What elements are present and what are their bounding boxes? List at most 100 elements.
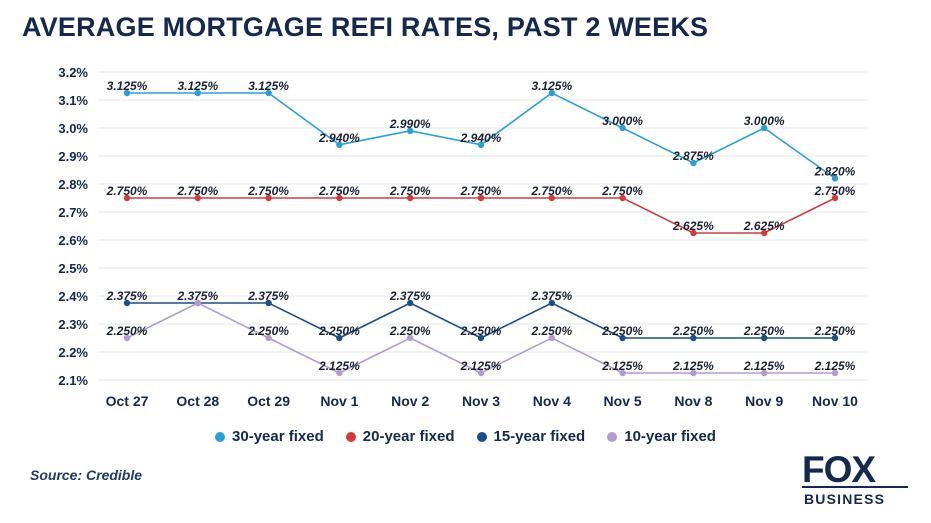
data-label: 2.820% — [814, 164, 856, 178]
y-tick-label: 2.7% — [58, 205, 88, 220]
x-tick-label: Nov 4 — [533, 393, 571, 409]
x-tick-label: Oct 27 — [106, 393, 149, 409]
data-label: 2.250% — [318, 324, 360, 338]
y-tick-label: 2.5% — [58, 261, 88, 276]
data-labels: 3.125% 3.125% 3.125% 2.940% 2.990% 2.940% 3.12… — [106, 79, 856, 373]
data-label: 2.125% — [672, 359, 714, 373]
data-point — [123, 194, 131, 202]
legend-marker — [607, 431, 618, 442]
legend-marker — [215, 431, 226, 442]
y-tick-label: 2.3% — [58, 317, 88, 332]
data-point — [265, 89, 272, 97]
data-point — [690, 334, 697, 342]
legend-marker — [345, 431, 356, 442]
logo-fox-text: FOX — [802, 450, 876, 490]
data-label: 3.125% — [248, 79, 289, 93]
x-tick-label: Nov 3 — [462, 393, 500, 409]
data-point — [407, 194, 414, 202]
legend-label: 20-year fixed — [362, 428, 455, 445]
data-point — [761, 334, 768, 342]
data-label: 2.750% — [460, 184, 502, 198]
data-label: 2.750% — [106, 184, 148, 198]
data-label: 2.125% — [601, 359, 643, 373]
data-label: 2.750% — [814, 184, 856, 198]
data-point — [265, 299, 272, 307]
data-point — [477, 194, 485, 202]
legend-marker — [476, 431, 487, 442]
data-point — [548, 89, 555, 97]
data-label: 2.250% — [672, 324, 714, 338]
data-point — [336, 334, 343, 342]
data-point — [123, 89, 131, 97]
data-point — [477, 334, 485, 342]
x-tick-label: Nov 10 — [812, 393, 858, 409]
data-point — [548, 299, 555, 307]
data-label: 3.125% — [107, 79, 148, 93]
data-point — [831, 175, 839, 182]
data-label: 2.750% — [176, 184, 218, 198]
series-layer — [123, 89, 839, 377]
data-label: 3.000% — [744, 114, 785, 128]
data-label: 2.625% — [672, 219, 714, 233]
x-tick-label: Oct 28 — [176, 393, 219, 409]
data-point — [265, 334, 272, 342]
data-label: 2.250% — [460, 324, 502, 338]
x-tick-label: Nov 9 — [745, 393, 783, 409]
data-point — [407, 127, 414, 134]
data-label: 2.125% — [318, 359, 360, 373]
logo-business-text: BUSINESS — [804, 491, 885, 507]
source-note: Source: Credible — [30, 467, 143, 483]
data-label: 2.940% — [460, 131, 502, 145]
data-point — [761, 229, 768, 237]
data-point — [265, 194, 272, 202]
legend: 30-year fixed 20-year fixed 15-year fixe… — [0, 428, 931, 445]
data-point — [477, 141, 485, 148]
y-tick-label: 3.2% — [58, 65, 88, 80]
fox-business-logo: FOX BUSINESS — [802, 450, 908, 507]
data-label: 2.250% — [601, 324, 643, 338]
legend-item-10-year: 10-year fixed — [607, 428, 716, 445]
data-label: 2.375% — [247, 289, 289, 303]
data-point — [831, 369, 839, 377]
data-label: 2.990% — [389, 117, 431, 131]
data-point — [690, 159, 697, 167]
data-point — [407, 334, 414, 342]
data-label: 2.375% — [530, 289, 572, 303]
chart-title: AVERAGE MORTGAGE REFI RATES, PAST 2 WEEK… — [22, 12, 709, 42]
data-label: 2.750% — [318, 184, 360, 198]
data-point — [831, 334, 839, 342]
logo-divider — [802, 486, 908, 488]
y-tick-label: 3.0% — [58, 121, 88, 136]
data-label: 2.250% — [814, 324, 856, 338]
x-axis-ticks: Oct 27 Oct 28 Oct 29 Nov 1 Nov 2 Nov 3 Nov 4 No… — [106, 393, 859, 409]
y-axis-ticks: 2.1% 2.2% 2.3% 2.4% 2.5% 2.6% 2.7% 2.8% 2.9% 3.0%… — [58, 65, 88, 388]
data-label: 2.875% — [672, 149, 714, 163]
data-label: 3.125% — [531, 79, 572, 93]
data-point — [477, 369, 485, 377]
data-point — [194, 89, 201, 97]
data-label: 3.000% — [602, 114, 643, 128]
legend-item-20-year: 20-year fixed — [345, 428, 455, 445]
data-point — [831, 194, 839, 202]
data-point — [194, 299, 201, 307]
data-label: 2.125% — [743, 359, 785, 373]
data-point — [761, 124, 768, 132]
data-label: 2.125% — [460, 359, 502, 373]
y-tick-label: 2.1% — [58, 373, 88, 388]
x-tick-label: Nov 1 — [320, 393, 358, 409]
x-tick-label: Nov 8 — [674, 393, 712, 409]
y-tick-label: 2.8% — [58, 177, 88, 192]
data-point — [548, 334, 555, 342]
series-line — [127, 197, 836, 234]
data-label: 2.125% — [814, 359, 856, 373]
legend-item-15-year: 15-year fixed — [476, 428, 586, 445]
data-point — [619, 334, 626, 342]
legend-label: 15-year fixed — [493, 428, 586, 445]
data-label: 2.250% — [530, 324, 572, 338]
data-label: 2.375% — [106, 289, 148, 303]
y-tick-label: 2.9% — [58, 149, 88, 164]
data-point — [619, 194, 626, 202]
data-label: 2.250% — [247, 324, 289, 338]
y-tick-label: 2.4% — [58, 289, 88, 304]
